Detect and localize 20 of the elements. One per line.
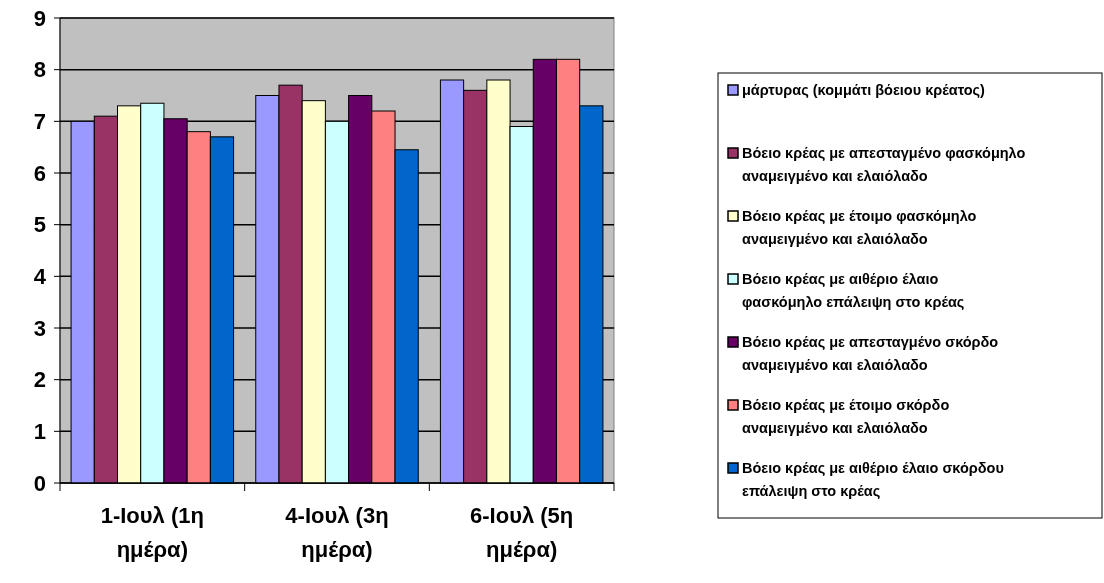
legend-label: μάρτυρας (κομμάτι βόειου κρέατος) <box>742 82 986 98</box>
legend-label: Βόειο κρέας με απεσταγμένο σκόρδο αναμειγμένο και ελαιόλαδο <box>742 334 999 373</box>
x-tick-label: 1-Ιουλ (1η ημέρα) <box>100 503 204 562</box>
y-tick-label: 0 <box>33 470 46 496</box>
y-tick-label: 9 <box>33 5 46 31</box>
x-tick-label: 6-Ιουλ (5η ημέρα) <box>470 503 574 562</box>
y-tick-label: 5 <box>33 212 46 238</box>
legend-label: Βόειο κρέας με αιθέριο έλαιο φασκόμηλο επάλειψη στο κρέας <box>742 271 965 310</box>
legend-label: Βόειο κρέας με απεσταγμένο φασκόμηλο αναμειγμένο και ελαιόλαδο <box>742 145 1026 184</box>
legend-label: Βόειο κρέας με έτοιμο φασκόμηλο αναμειγμένο και ελαιόλαδο <box>742 208 977 247</box>
x-tick-label: 4-Ιουλ (3η ημέρα) <box>285 503 389 562</box>
y-tick-label: 6 <box>33 160 46 186</box>
legend-label: Βόειο κρέας με αιθέριο έλαιο σκόρδου επάλειψη στο κρέας <box>742 460 1004 499</box>
y-tick-label: 7 <box>33 109 46 135</box>
legend-label: Βόειο κρέας με έτοιμο σκόρδο αναμειγμένο και ελαιόλαδο <box>742 397 950 436</box>
y-tick-label: 1 <box>33 419 46 445</box>
y-tick-label: 4 <box>33 264 47 290</box>
y-tick-label: 2 <box>33 367 46 393</box>
y-tick-label: 8 <box>33 57 46 83</box>
y-tick-label: 3 <box>33 315 46 341</box>
